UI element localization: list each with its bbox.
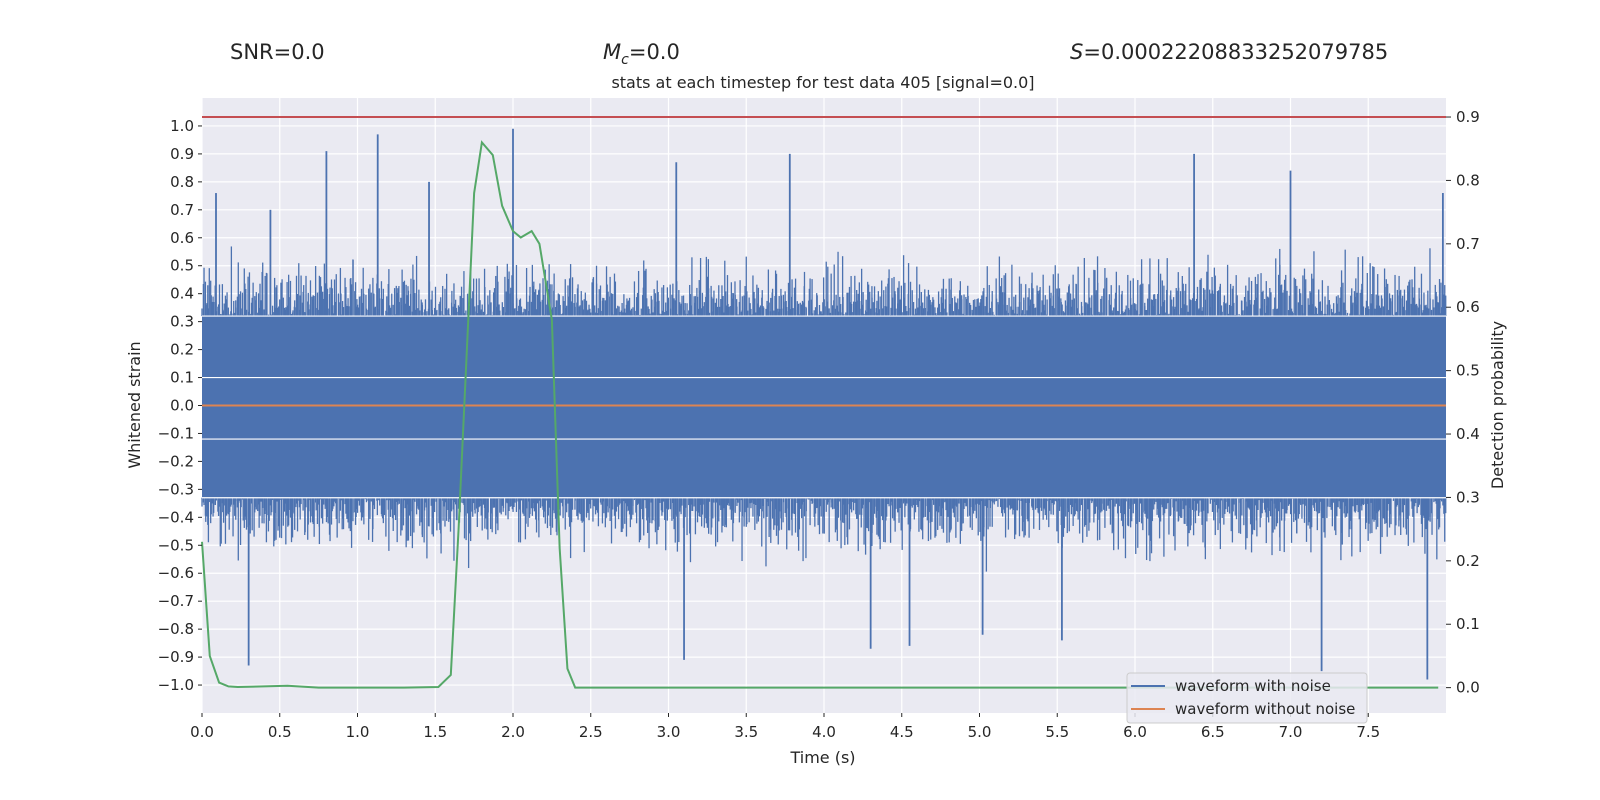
x-tick-label: 0.0	[190, 723, 214, 741]
x-tick-label: 6.0	[1123, 723, 1147, 741]
y-tick-label: 0.0	[170, 397, 194, 415]
y-tick-label: 0.7	[170, 201, 194, 219]
x-tick-label: 5.5	[1045, 723, 1069, 741]
x-tick-label: 0.5	[268, 723, 292, 741]
y-tick-label: 0.4	[170, 285, 194, 303]
y2-tick-label: 0.8	[1456, 171, 1480, 189]
s-symbol: S	[1070, 40, 1084, 64]
waveform-with-noise-band	[202, 315, 1446, 499]
x-tick-label: 6.5	[1201, 723, 1225, 741]
y-tick-label: 0.3	[170, 313, 194, 331]
x-tick-label: 5.0	[968, 723, 992, 741]
chart-title: stats at each timestep for test data 405…	[611, 73, 1034, 92]
y2-tick-label: 0.9	[1456, 108, 1480, 126]
statistic-readout: S=0.00022208833252079785	[1070, 40, 1389, 64]
y-tick-label: 0.2	[170, 341, 194, 359]
y-tick-label: −0.3	[158, 480, 194, 498]
x-tick-label: 3.5	[734, 723, 758, 741]
legend-label-noise: waveform with noise	[1175, 677, 1331, 695]
x-tick-label: 2.0	[501, 723, 525, 741]
y-tick-label: −0.1	[158, 424, 194, 442]
x-tick-label: 7.5	[1356, 723, 1380, 741]
mc-subscript: c	[621, 52, 629, 69]
x-tick-label: 1.0	[346, 723, 370, 741]
noise-band-core	[202, 316, 1446, 498]
y-tick-label: 0.1	[170, 369, 194, 387]
y-axis-label: Whitened strain	[125, 341, 144, 468]
snr-label: SNR	[230, 40, 274, 64]
y-tick-label: −0.6	[158, 564, 194, 582]
x-tick-label: 4.0	[812, 723, 836, 741]
y-tick-label: −0.5	[158, 536, 194, 554]
y-tick-label: −0.2	[158, 452, 194, 470]
y2-tick-label: 0.5	[1456, 362, 1480, 380]
axes: 0.0 0.5 1.0 1.5 2.0 2.5 3.0 3.5 4.0 4.5 5.0 5.5 6.0 6…	[158, 108, 1480, 741]
y-tick-label: −0.8	[158, 620, 194, 638]
x-tick-label: 3.0	[657, 723, 681, 741]
chirp-mass-readout: Mc=0.0	[603, 40, 680, 69]
legend-label-clean: waveform without noise	[1175, 700, 1355, 718]
x-tick-label: 7.0	[1279, 723, 1303, 741]
y-tick-label: 0.8	[170, 173, 194, 191]
detection-probability-line	[201, 140, 1439, 689]
y2-tick-label: 0.4	[1456, 425, 1480, 443]
y-tick-label: 1.0	[170, 117, 194, 135]
mc-value: 0.0	[646, 40, 680, 64]
y2-tick-label: 0.2	[1456, 552, 1480, 570]
y2-tick-label: 0.7	[1456, 235, 1480, 253]
legend-box	[1126, 672, 1368, 724]
y-tick-label: −0.9	[158, 648, 194, 666]
x-tick-label: 4.5	[890, 723, 914, 741]
y2-tick-label: 0.3	[1456, 488, 1480, 506]
snr-value: 0.0	[291, 40, 325, 64]
waveform-with-noise-spikes	[201, 128, 1447, 680]
y-tick-label: 0.9	[170, 145, 194, 163]
x-tick-label: 1.5	[423, 723, 447, 741]
y-tick-label: −0.7	[158, 592, 194, 610]
s-value: 0.00022208833252079785	[1100, 40, 1389, 64]
x-axis-label: Time (s)	[789, 748, 855, 767]
series-lines	[201, 116, 1446, 689]
y-tick-label: 0.5	[170, 257, 194, 275]
y2-tick-label: 0.6	[1456, 298, 1480, 316]
x-tick-label: 2.5	[579, 723, 603, 741]
y2-tick-label: 0.1	[1456, 615, 1480, 633]
snr-readout: SNR=0.0	[230, 40, 325, 64]
y2-axis-label: Detection probability	[1488, 321, 1507, 489]
y-tick-label: −1.0	[158, 676, 194, 694]
mc-symbol: M	[603, 40, 622, 64]
y-tick-label: 0.6	[170, 229, 194, 247]
y-tick-label: −0.4	[158, 508, 194, 526]
y2-tick-label: 0.0	[1456, 679, 1480, 697]
legend: waveform with noise waveform without noi…	[1126, 672, 1368, 724]
